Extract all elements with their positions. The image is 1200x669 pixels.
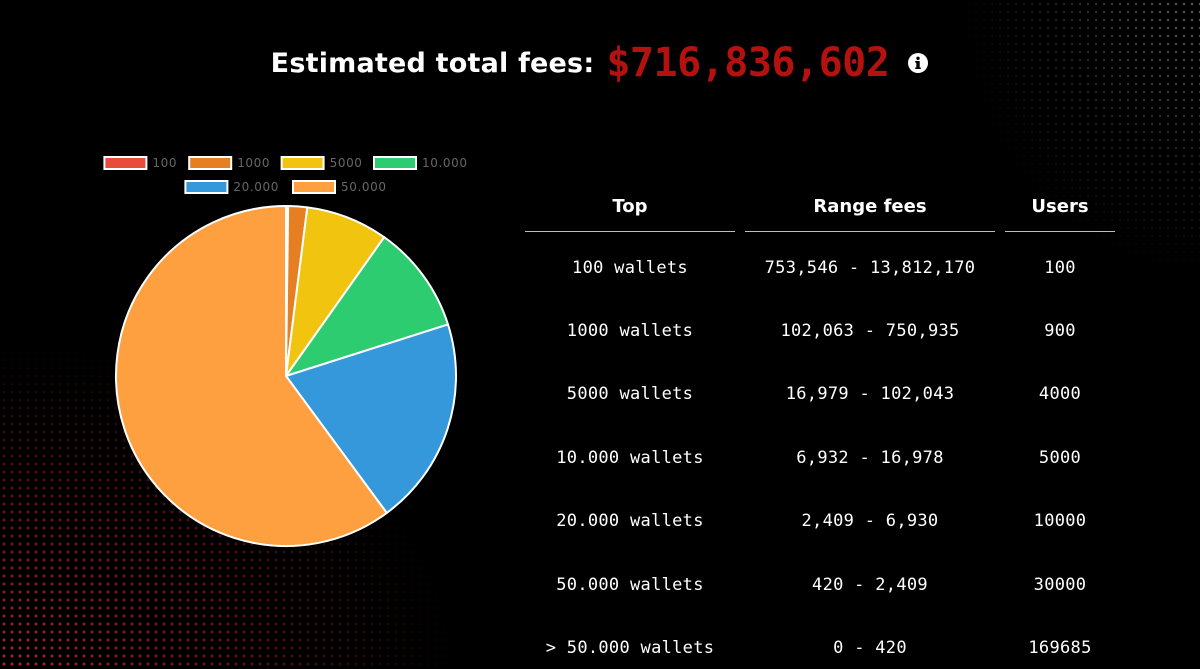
table-row: 50.000 wallets 420 - 2,409 30000 — [525, 553, 1115, 616]
column-header-users: Users — [1005, 190, 1115, 232]
cell-top: 10.000 wallets — [525, 426, 735, 489]
legend-item[interactable]: 10.000 — [374, 156, 468, 170]
table-row: 20.000 wallets 2,409 - 6,930 10000 — [525, 490, 1115, 553]
cell-top: 50.000 wallets — [525, 553, 735, 616]
chart-legend[interactable]: 100 1000 5000 10.000 20.000 50.000 — [104, 156, 467, 194]
cell-range-fees: 102,063 - 750,935 — [745, 299, 995, 362]
legend-item[interactable]: 1000 — [189, 156, 270, 170]
pie-slices[interactable] — [116, 206, 456, 546]
table-row: 100 wallets 753,546 - 13,812,170 100 — [525, 232, 1115, 299]
legend-label: 20.000 — [233, 180, 279, 194]
cell-top: 5000 wallets — [525, 363, 735, 426]
legend-item[interactable]: 100 — [104, 156, 177, 170]
legend-swatch — [185, 181, 227, 193]
total-fees-header: Estimated total fees: $716,836,602 — [0, 40, 1200, 86]
cell-range-fees: 2,409 - 6,930 — [745, 490, 995, 553]
legend-label: 10.000 — [422, 156, 468, 170]
cell-users: 169685 — [1005, 616, 1115, 669]
legend-item[interactable]: 5000 — [282, 156, 363, 170]
legend-swatch — [374, 157, 416, 169]
cell-top: > 50.000 wallets — [525, 616, 735, 669]
legend-label: 1000 — [237, 156, 270, 170]
column-header-range-fees: Range fees — [745, 190, 995, 232]
cell-users: 10000 — [1005, 490, 1115, 553]
table-row: 5000 wallets 16,979 - 102,043 4000 — [525, 363, 1115, 426]
cell-users: 4000 — [1005, 363, 1115, 426]
cell-range-fees: 420 - 2,409 — [745, 553, 995, 616]
table-row: 1000 wallets 102,063 - 750,935 900 — [525, 299, 1115, 362]
table-row: 10.000 wallets 6,932 - 16,978 5000 — [525, 426, 1115, 489]
column-header-top: Top — [525, 190, 735, 232]
info-icon[interactable] — [907, 52, 929, 74]
table-header-row: Top Range fees Users — [525, 190, 1115, 232]
legend-label: 5000 — [330, 156, 363, 170]
cell-users: 30000 — [1005, 553, 1115, 616]
cell-users: 5000 — [1005, 426, 1115, 489]
legend-swatch — [104, 157, 146, 169]
cell-range-fees: 16,979 - 102,043 — [745, 363, 995, 426]
fees-table: Top Range fees Users 100 wallets 753,546… — [515, 190, 1125, 669]
cell-range-fees: 0 - 420 — [745, 616, 995, 669]
legend-item[interactable]: 50.000 — [293, 180, 387, 194]
legend-swatch — [189, 157, 231, 169]
fees-pie-chart[interactable]: 100 1000 5000 10.000 20.000 50.000 — [80, 148, 500, 558]
fees-table-container: Top Range fees Users 100 wallets 753,546… — [515, 190, 1125, 669]
cell-users: 900 — [1005, 299, 1115, 362]
legend-item[interactable]: 20.000 — [185, 180, 279, 194]
table-row: > 50.000 wallets 0 - 420 169685 — [525, 616, 1115, 669]
legend-label: 50.000 — [341, 180, 387, 194]
cell-range-fees: 6,932 - 16,978 — [745, 426, 995, 489]
cell-top: 100 wallets — [525, 232, 735, 299]
total-fees-value: $716,836,602 — [606, 40, 889, 86]
legend-label: 100 — [152, 156, 177, 170]
cell-range-fees: 753,546 - 13,812,170 — [745, 232, 995, 299]
legend-swatch — [293, 181, 335, 193]
legend-swatch — [282, 157, 324, 169]
total-fees-label: Estimated total fees: — [271, 48, 595, 79]
cell-users: 100 — [1005, 232, 1115, 299]
cell-top: 1000 wallets — [525, 299, 735, 362]
cell-top: 20.000 wallets — [525, 490, 735, 553]
